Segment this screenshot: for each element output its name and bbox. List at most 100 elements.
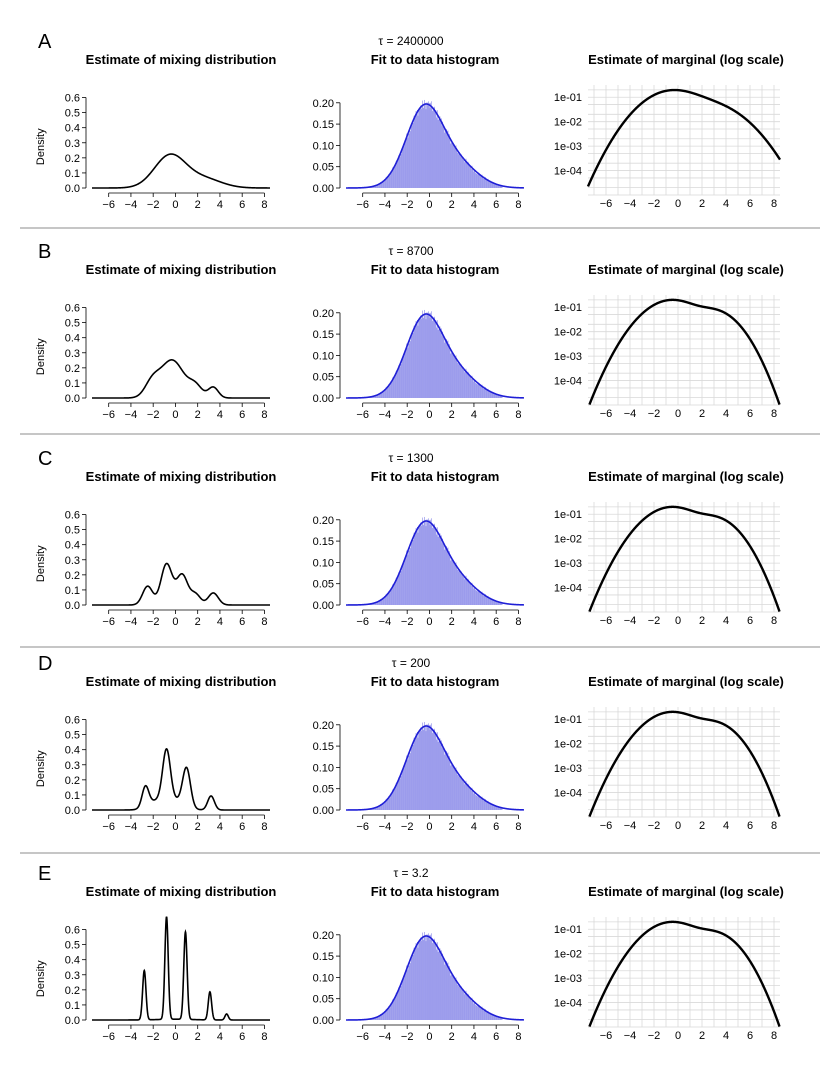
- histogram-bar: [426, 724, 427, 810]
- histogram-bar: [470, 788, 472, 810]
- histogram-bar: [463, 992, 465, 1020]
- x-tick-label: 8: [515, 199, 521, 211]
- histogram-bar: [382, 598, 383, 605]
- histogram-bar: [445, 129, 447, 188]
- histogram-bar: [418, 941, 420, 1020]
- histogram-bar: [432, 528, 433, 605]
- histogram-bar: [485, 180, 487, 188]
- x-tick-label: 4: [217, 1031, 223, 1043]
- histogram-bar: [436, 739, 438, 810]
- histogram-bar: [438, 536, 440, 605]
- histogram-bar: [492, 392, 494, 398]
- histogram-bar: [440, 744, 442, 810]
- histogram-bar: [423, 104, 425, 188]
- histogram-bar: [394, 999, 395, 1020]
- histogram-bar: [462, 780, 464, 810]
- histogram-bar: [491, 1014, 493, 1020]
- x-tick-label: −4: [379, 199, 392, 211]
- histogram-bar: [501, 807, 502, 810]
- histogram-bar: [494, 600, 496, 605]
- histogram-bar: [418, 731, 420, 810]
- histogram-bar: [399, 989, 401, 1020]
- histogram-bar: [432, 939, 434, 1020]
- histogram-bar: [497, 1017, 498, 1020]
- histogram-bar: [390, 1004, 392, 1020]
- y-tick-label: 1e-04: [554, 788, 582, 800]
- x-tick-label: 0: [426, 1031, 432, 1043]
- histogram-bar: [423, 521, 425, 605]
- histogram-bar: [487, 596, 488, 605]
- histogram-bar: [485, 387, 486, 398]
- grid: [588, 85, 780, 196]
- histogram-bar: [388, 384, 389, 398]
- histogram-bar: [410, 963, 411, 1020]
- histogram-bar: [402, 148, 403, 188]
- x-tick-label: −4: [624, 615, 637, 627]
- histogram-bar: [384, 1012, 385, 1020]
- y-tick-label: 0.1: [65, 378, 80, 390]
- histogram-bar: [450, 143, 452, 188]
- histogram-bar: [428, 102, 430, 188]
- histogram-bar: [388, 176, 390, 188]
- histogram-bar: [410, 543, 412, 605]
- y-tick-label: 1e-02: [554, 534, 582, 546]
- histogram-bar: [403, 768, 405, 810]
- histogram-bar: [481, 591, 483, 605]
- histogram-bar: [467, 162, 468, 188]
- histogram-bar: [486, 597, 488, 605]
- histogram-bar: [426, 102, 428, 188]
- histogram-bar: [478, 1004, 480, 1020]
- histogram-bar: [430, 934, 431, 1020]
- x-tick-label: 6: [493, 1031, 499, 1043]
- x-tick-label: 0: [675, 615, 681, 627]
- histogram-bar: [432, 111, 433, 188]
- histogram-bar: [376, 394, 377, 398]
- histogram-bar: [394, 377, 395, 398]
- histogram-bar: [399, 157, 401, 188]
- histogram-bar: [397, 158, 399, 188]
- histogram-bar: [493, 392, 495, 398]
- histogram-bar: [379, 1014, 381, 1020]
- histogram-bar: [410, 131, 411, 188]
- x-tick-label: −4: [125, 199, 138, 211]
- histogram-bar: [377, 806, 379, 810]
- histogram-bar: [481, 593, 482, 605]
- y-tick-label: 0.4: [65, 123, 80, 135]
- histogram-bar: [386, 593, 387, 605]
- histogram-bar: [497, 807, 498, 810]
- histogram-bar: [393, 583, 395, 605]
- histogram-bar: [478, 794, 480, 810]
- histogram-bar: [376, 395, 378, 398]
- histogram-bar: [377, 601, 379, 605]
- histogram-bar: [383, 1013, 385, 1020]
- x-tick-label: 0: [426, 616, 432, 628]
- histogram-bar: [459, 152, 460, 188]
- histogram-bar: [488, 803, 490, 810]
- histogram-bar: [493, 804, 495, 810]
- histogram-bar: [420, 318, 422, 398]
- histogram-bar: [470, 583, 472, 605]
- histogram-bar: [501, 1017, 502, 1020]
- histogram-bar: [390, 795, 391, 810]
- histogram-bar: [427, 937, 429, 1020]
- histogram-bar: [487, 178, 489, 188]
- x-tick-label: 4: [723, 820, 729, 832]
- histogram-bar: [491, 599, 493, 605]
- histogram-bar: [445, 751, 447, 810]
- histogram-bar: [465, 575, 467, 605]
- histogram-bar: [455, 563, 456, 605]
- y-tick-label: 1e-02: [554, 327, 582, 339]
- histogram-bar: [498, 806, 500, 810]
- histogram-bar: [412, 332, 414, 398]
- histogram-bar: [374, 1017, 376, 1020]
- histogram-bar: [491, 804, 492, 810]
- y-tick-label: 1e-02: [554, 949, 582, 961]
- histogram-bar: [420, 315, 421, 398]
- histogram-bar: [384, 179, 386, 188]
- x-tick-label: 4: [723, 615, 729, 627]
- histogram-bar: [400, 364, 402, 398]
- x-tick-label: −4: [125, 821, 138, 833]
- histogram-bar: [398, 571, 400, 605]
- histogram-bar: [382, 180, 384, 188]
